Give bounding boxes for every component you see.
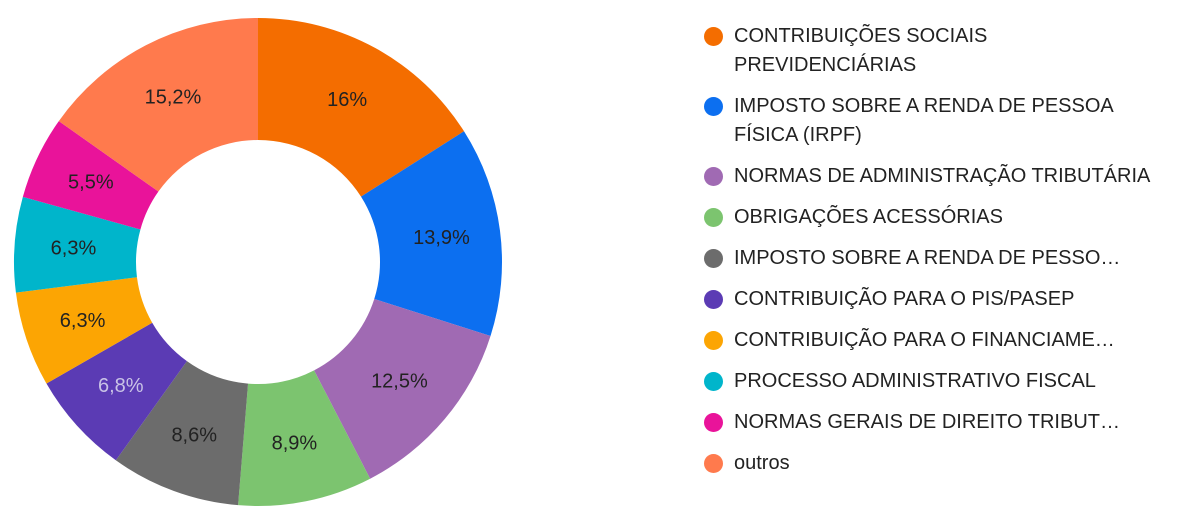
legend-item: IMPOSTO SOBRE A RENDA DE PESSOA FÍSICA (… bbox=[704, 92, 1174, 150]
slice-value-label: 8,9% bbox=[272, 432, 318, 454]
legend-item: NORMAS GERAIS DE DIREITO TRIBUT… bbox=[704, 408, 1174, 437]
donut-chart: 16% 13,9% 12,5% 8,9% 8,6% 6,8% 6,3% 6,3% 5,5% 15,… bbox=[13, 18, 502, 507]
legend-swatch bbox=[704, 249, 723, 268]
slice-contribuicao-para-o-pis-pasep bbox=[46, 322, 187, 461]
legend-item: OBRIGAÇÕES ACESSÓRIAS bbox=[704, 203, 1174, 232]
legend-item: CONTRIBUIÇÃO PARA O PIS/PASEP bbox=[704, 285, 1174, 314]
legend-swatch bbox=[704, 290, 723, 309]
donut-slices bbox=[13, 18, 502, 507]
slice-value-label: 6,8% bbox=[98, 375, 144, 397]
legend-swatch bbox=[704, 413, 723, 432]
legend-swatch bbox=[704, 167, 723, 186]
legend-label: IMPOSTO SOBRE A RENDA DE PESSOA FÍSICA (… bbox=[734, 95, 1113, 146]
legend-label: IMPOSTO SOBRE A RENDA DE PESSO… bbox=[734, 247, 1121, 269]
slice-value-label: 16% bbox=[327, 89, 367, 111]
slice-value-label: 6,3% bbox=[60, 310, 106, 332]
legend-swatch bbox=[704, 208, 723, 227]
legend-item: IMPOSTO SOBRE A RENDA DE PESSO… bbox=[704, 244, 1174, 273]
chart-legend: CONTRIBUIÇÕES SOCIAIS PREVIDENCIÁRIAS IMP… bbox=[704, 22, 1174, 490]
slice-value-label: 6,3% bbox=[51, 238, 97, 260]
legend-label: NORMAS GERAIS DE DIREITO TRIBUT… bbox=[734, 411, 1120, 433]
legend-item: PROCESSO ADMINISTRATIVO FISCAL bbox=[704, 367, 1174, 396]
slice-value-label: 15,2% bbox=[145, 87, 202, 109]
legend-swatch bbox=[704, 331, 723, 350]
legend-item: CONTRIBUIÇÃO PARA O FINANCIAME… bbox=[704, 326, 1174, 355]
legend-swatch bbox=[704, 97, 723, 116]
legend-swatch bbox=[704, 372, 723, 391]
legend-item: NORMAS DE ADMINISTRAÇÃO TRIBUTÁRIA bbox=[704, 162, 1174, 191]
legend-label: CONTRIBUIÇÃO PARA O PIS/PASEP bbox=[734, 288, 1075, 310]
legend-label: outros bbox=[734, 452, 790, 474]
slice-contribuicao-para-o-financiame bbox=[15, 277, 153, 384]
legend-label: CONTRIBUIÇÃO PARA O FINANCIAME… bbox=[734, 329, 1115, 351]
slice-imposto-sobre-a-renda-de-pessoa-fisica-irpf bbox=[361, 131, 502, 336]
legend-swatch bbox=[704, 27, 723, 46]
legend-swatch bbox=[704, 454, 723, 473]
slice-normas-gerais-de-direito-tribut bbox=[22, 121, 159, 230]
slice-contribuicoes-sociais-previdenciarias bbox=[258, 18, 465, 197]
legend-label: CONTRIBUIÇÕES SOCIAIS PREVIDENCIÁRIAS bbox=[734, 25, 988, 76]
slice-obrigacoes-acessorias bbox=[238, 370, 371, 507]
slice-value-label: 8,6% bbox=[171, 425, 217, 447]
slice-value-label: 13,9% bbox=[413, 227, 470, 249]
slice-processo-administrativo-fiscal bbox=[13, 196, 141, 293]
slice-outros bbox=[58, 18, 259, 192]
slice-normas-de-administracao-tributaria bbox=[314, 298, 491, 479]
legend-label: PROCESSO ADMINISTRATIVO FISCAL bbox=[734, 370, 1096, 392]
legend-item: outros bbox=[704, 449, 1174, 478]
slice-value-label: 5,5% bbox=[68, 172, 114, 194]
legend-label: NORMAS DE ADMINISTRAÇÃO TRIBUTÁRIA bbox=[734, 165, 1151, 187]
legend-label: OBRIGAÇÕES ACESSÓRIAS bbox=[734, 206, 1003, 228]
slice-value-label: 12,5% bbox=[371, 370, 428, 392]
slice-imposto-sobre-a-renda-de-pesso bbox=[115, 361, 249, 506]
legend-item: CONTRIBUIÇÕES SOCIAIS PREVIDENCIÁRIAS bbox=[704, 22, 1174, 80]
slice-labels: 16% 13,9% 12,5% 8,9% 8,6% 6,8% 6,3% 6,3% 5,5% 15,… bbox=[51, 87, 470, 455]
